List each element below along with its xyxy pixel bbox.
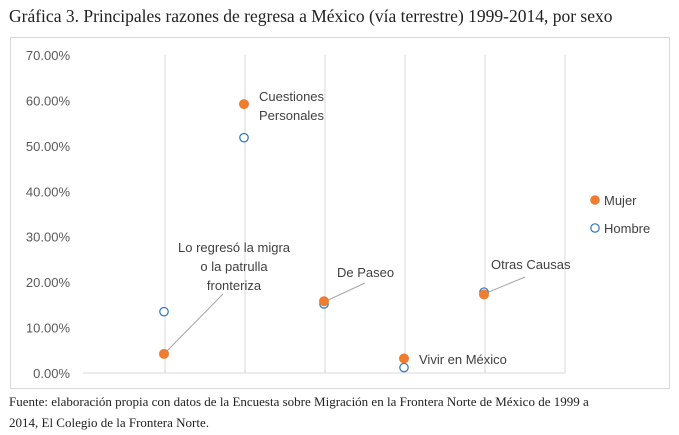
chart-title: Gráfica 3. Principales razones de regres…	[9, 6, 613, 26]
point-mujer[interactable]	[319, 296, 329, 307]
leader-line	[483, 276, 526, 295]
y-tick-label: 50.00%	[26, 139, 71, 154]
data-label: Lo regresó la migra	[178, 240, 291, 255]
chart-area	[10, 37, 670, 389]
data-label: Personales	[259, 108, 325, 123]
point-mujer[interactable]	[399, 353, 409, 364]
y-tick-label: 40.00%	[26, 184, 71, 199]
leader-line	[163, 293, 224, 355]
legend-marker	[590, 223, 600, 233]
source-line-2: 2014, El Colegio de la Frontera Norte.	[9, 415, 210, 430]
point-mujer[interactable]	[159, 348, 169, 359]
point-hombre[interactable]	[239, 132, 249, 143]
data-label: o la patrulla	[200, 259, 268, 274]
data-label: Otras Causas	[491, 257, 571, 272]
y-tick-label: 10.00%	[26, 321, 71, 336]
source-line-1: Fuente: elaboración propia con datos de …	[9, 394, 589, 409]
point-hombre[interactable]	[399, 362, 409, 373]
y-tick-label: 30.00%	[26, 230, 71, 245]
data-label: fronteriza	[207, 278, 262, 293]
legend-label: Mujer	[604, 193, 637, 208]
legend-marker	[590, 195, 600, 205]
source-note: Fuente: elaboración propia con datos de …	[9, 391, 674, 433]
y-tick-label: 20.00%	[26, 275, 71, 290]
point-mujer[interactable]	[479, 289, 489, 300]
legend-label: Hombre	[604, 221, 650, 236]
data-label: De Paseo	[337, 265, 394, 280]
y-tick-label: 60.00%	[26, 93, 71, 108]
y-tick-label: 0.00%	[33, 366, 70, 381]
data-label: Cuestiones	[259, 89, 325, 104]
point-hombre[interactable]	[159, 306, 169, 317]
data-label: Vivir en México	[419, 352, 507, 367]
point-mujer[interactable]	[239, 99, 249, 110]
leader-line	[323, 282, 366, 303]
y-tick-label: 70.00%	[26, 48, 71, 63]
